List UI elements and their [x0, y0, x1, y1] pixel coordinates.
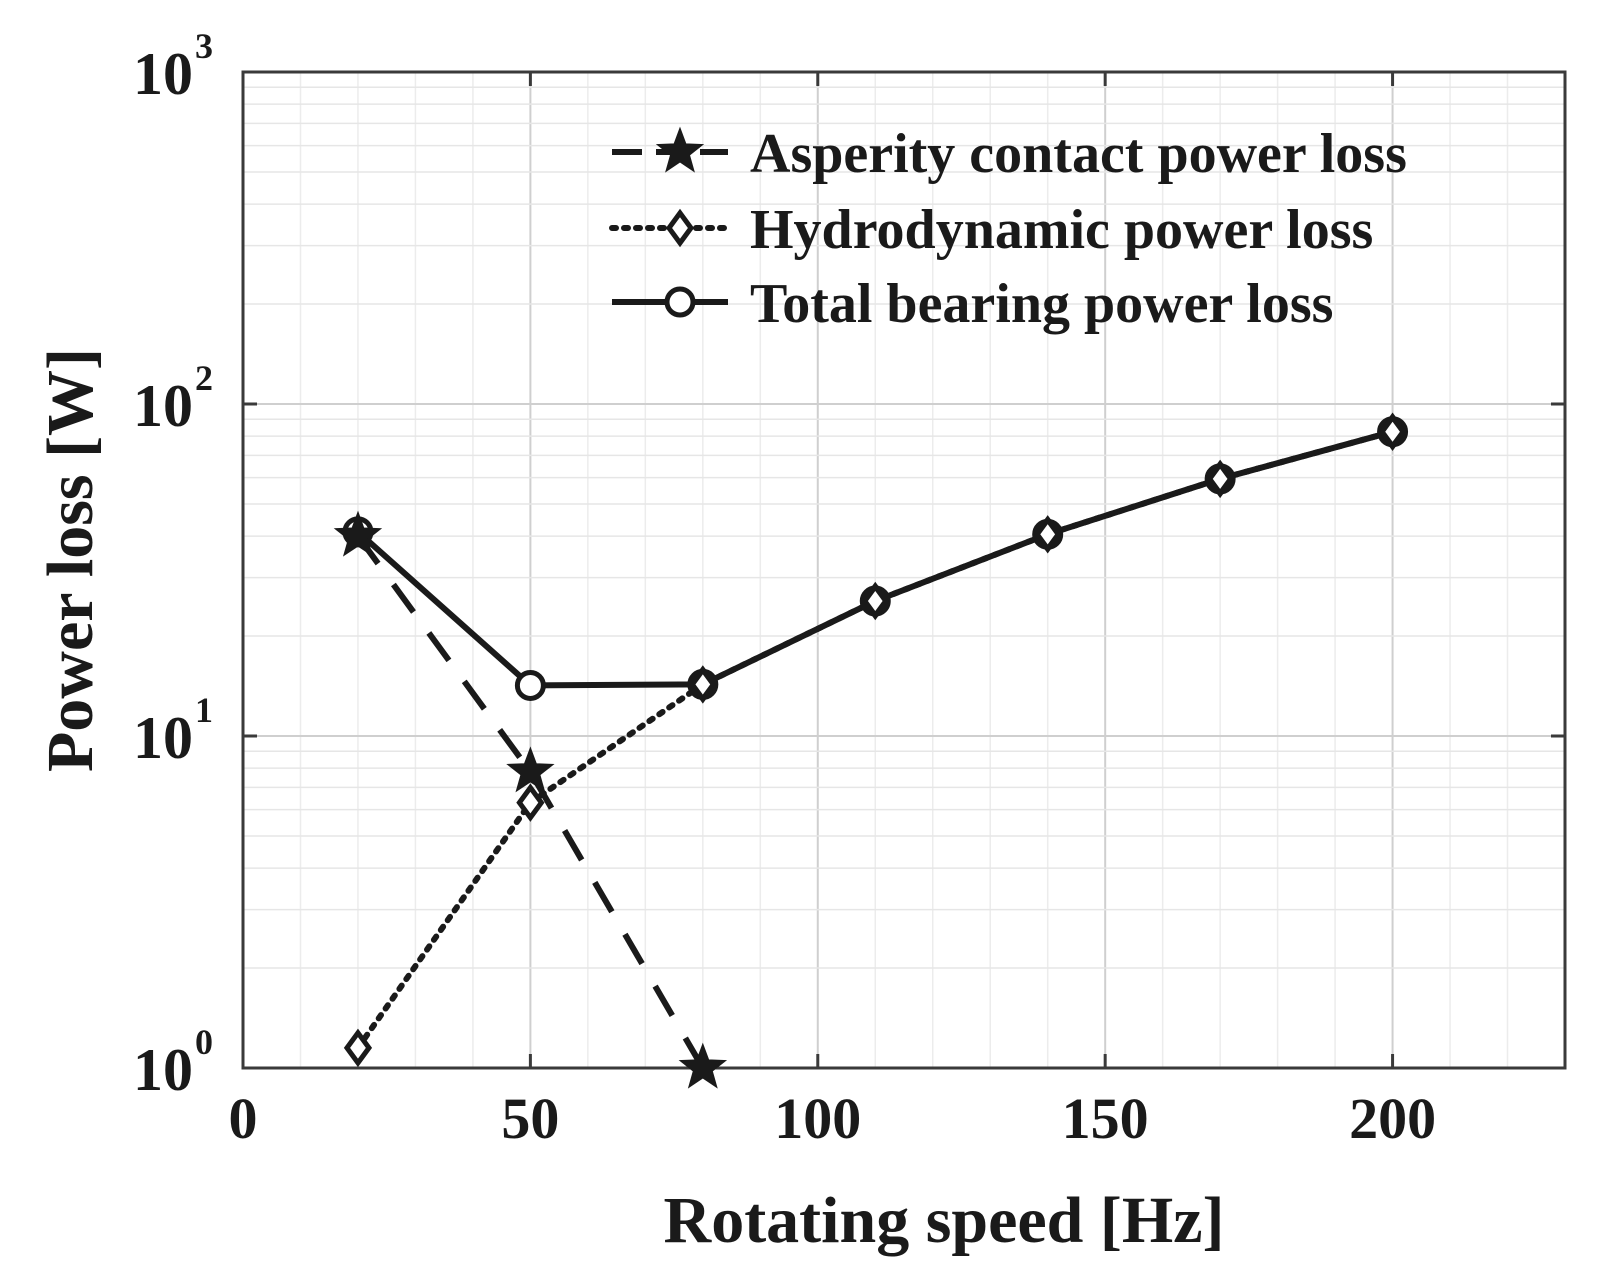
- legend-marker-diamond: [665, 208, 695, 248]
- y-tick-label: 10: [133, 41, 193, 107]
- data-point-diamond-overlay: [689, 665, 717, 703]
- legend-marker-circle: [664, 286, 696, 318]
- data-point-diamond-overlay: [1379, 413, 1407, 451]
- x-tick-label: 200: [1349, 1086, 1436, 1151]
- legend-marker-star: [655, 126, 705, 173]
- legend: Asperity contact power loss Hydrodynamic …: [609, 123, 1407, 335]
- y-tick-label-exponent: 2: [195, 358, 213, 398]
- data-point-star: [506, 746, 555, 793]
- legend-label: Asperity contact power loss: [750, 123, 1407, 185]
- y-tick-label-exponent: 0: [195, 1022, 213, 1062]
- legend-label: Hydrodynamic power loss: [750, 199, 1373, 261]
- data-point-diamond-overlay: [1034, 515, 1062, 553]
- data-point-star: [678, 1042, 728, 1089]
- legend-label: Total bearing power loss: [750, 273, 1333, 335]
- y-axis-title: Power loss [W]: [34, 348, 107, 772]
- grid: [242, 72, 1566, 1069]
- data-point-diamond: [516, 783, 545, 822]
- plot-frame: [241, 70, 1567, 1070]
- data-point-diamond: [343, 1028, 373, 1068]
- y-tick-label: 10: [133, 705, 193, 771]
- series-layer: [333, 412, 1409, 1089]
- x-tick-label: 0: [229, 1086, 258, 1151]
- x-axis-title: Rotating speed [Hz]: [664, 1184, 1225, 1257]
- data-point-circle: [514, 669, 546, 701]
- x-tick-label: 50: [501, 1086, 559, 1151]
- x-tick-label: 100: [774, 1086, 861, 1151]
- y-tick-label-exponent: 1: [195, 690, 213, 730]
- x-tick-label: 150: [1062, 1086, 1149, 1151]
- y-tick-label: 10: [133, 1037, 193, 1103]
- axes: [241, 70, 1567, 1070]
- data-point-diamond-overlay: [861, 582, 889, 620]
- data-point-diamond-overlay: [1206, 460, 1234, 498]
- y-tick-label: 10: [133, 373, 193, 439]
- data-point-star: [333, 510, 383, 557]
- y-tick-label-exponent: 3: [195, 26, 213, 66]
